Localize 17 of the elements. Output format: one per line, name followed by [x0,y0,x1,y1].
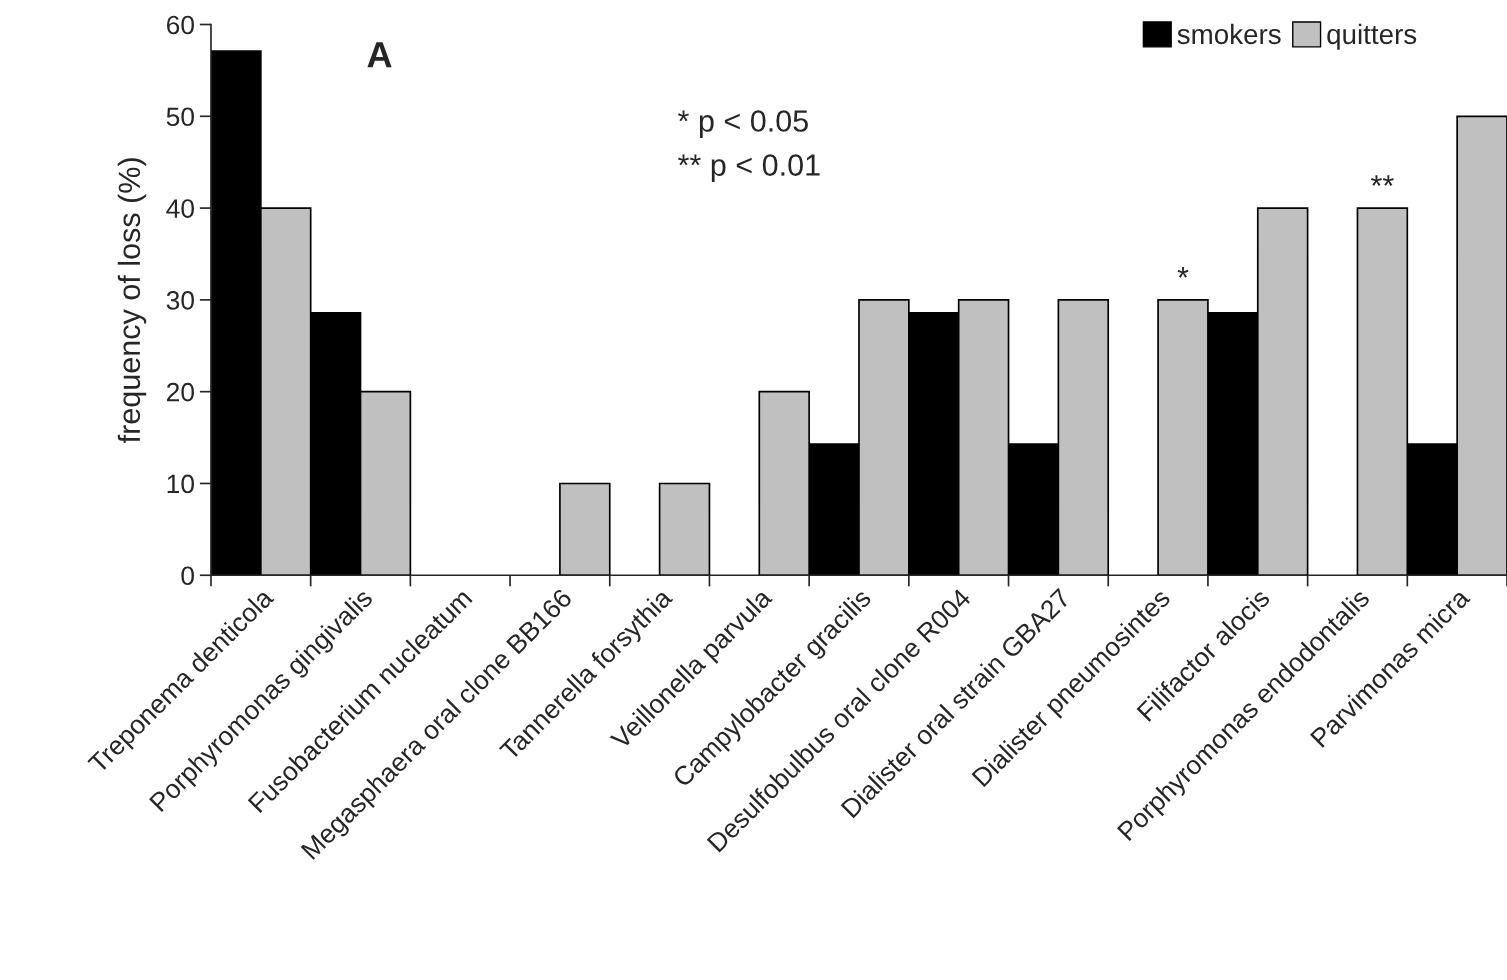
y-tick-label: 40 [166,199,194,218]
annotation: * p < 0.05 [678,110,808,138]
legend-label: smokers [1177,23,1281,45]
bar [658,482,711,576]
annotation: ** [1370,175,1394,186]
legend-label: quitters [1327,23,1417,50]
annotation: ** p < 0.01 [678,154,820,182]
y-axis-title: frequency of loss (%) [117,158,147,443]
y-tick-label: 20 [166,382,194,402]
annotation: * [1177,266,1189,278]
chart-title: A [367,42,392,68]
y-tick-label: 30 [166,291,194,310]
y-tick-label: 0 [181,566,194,586]
y-tick-label: 60 [167,15,194,35]
bar [559,482,611,576]
y-tick-label: 50 [166,107,194,127]
y-tick-label: 10 [167,474,194,494]
